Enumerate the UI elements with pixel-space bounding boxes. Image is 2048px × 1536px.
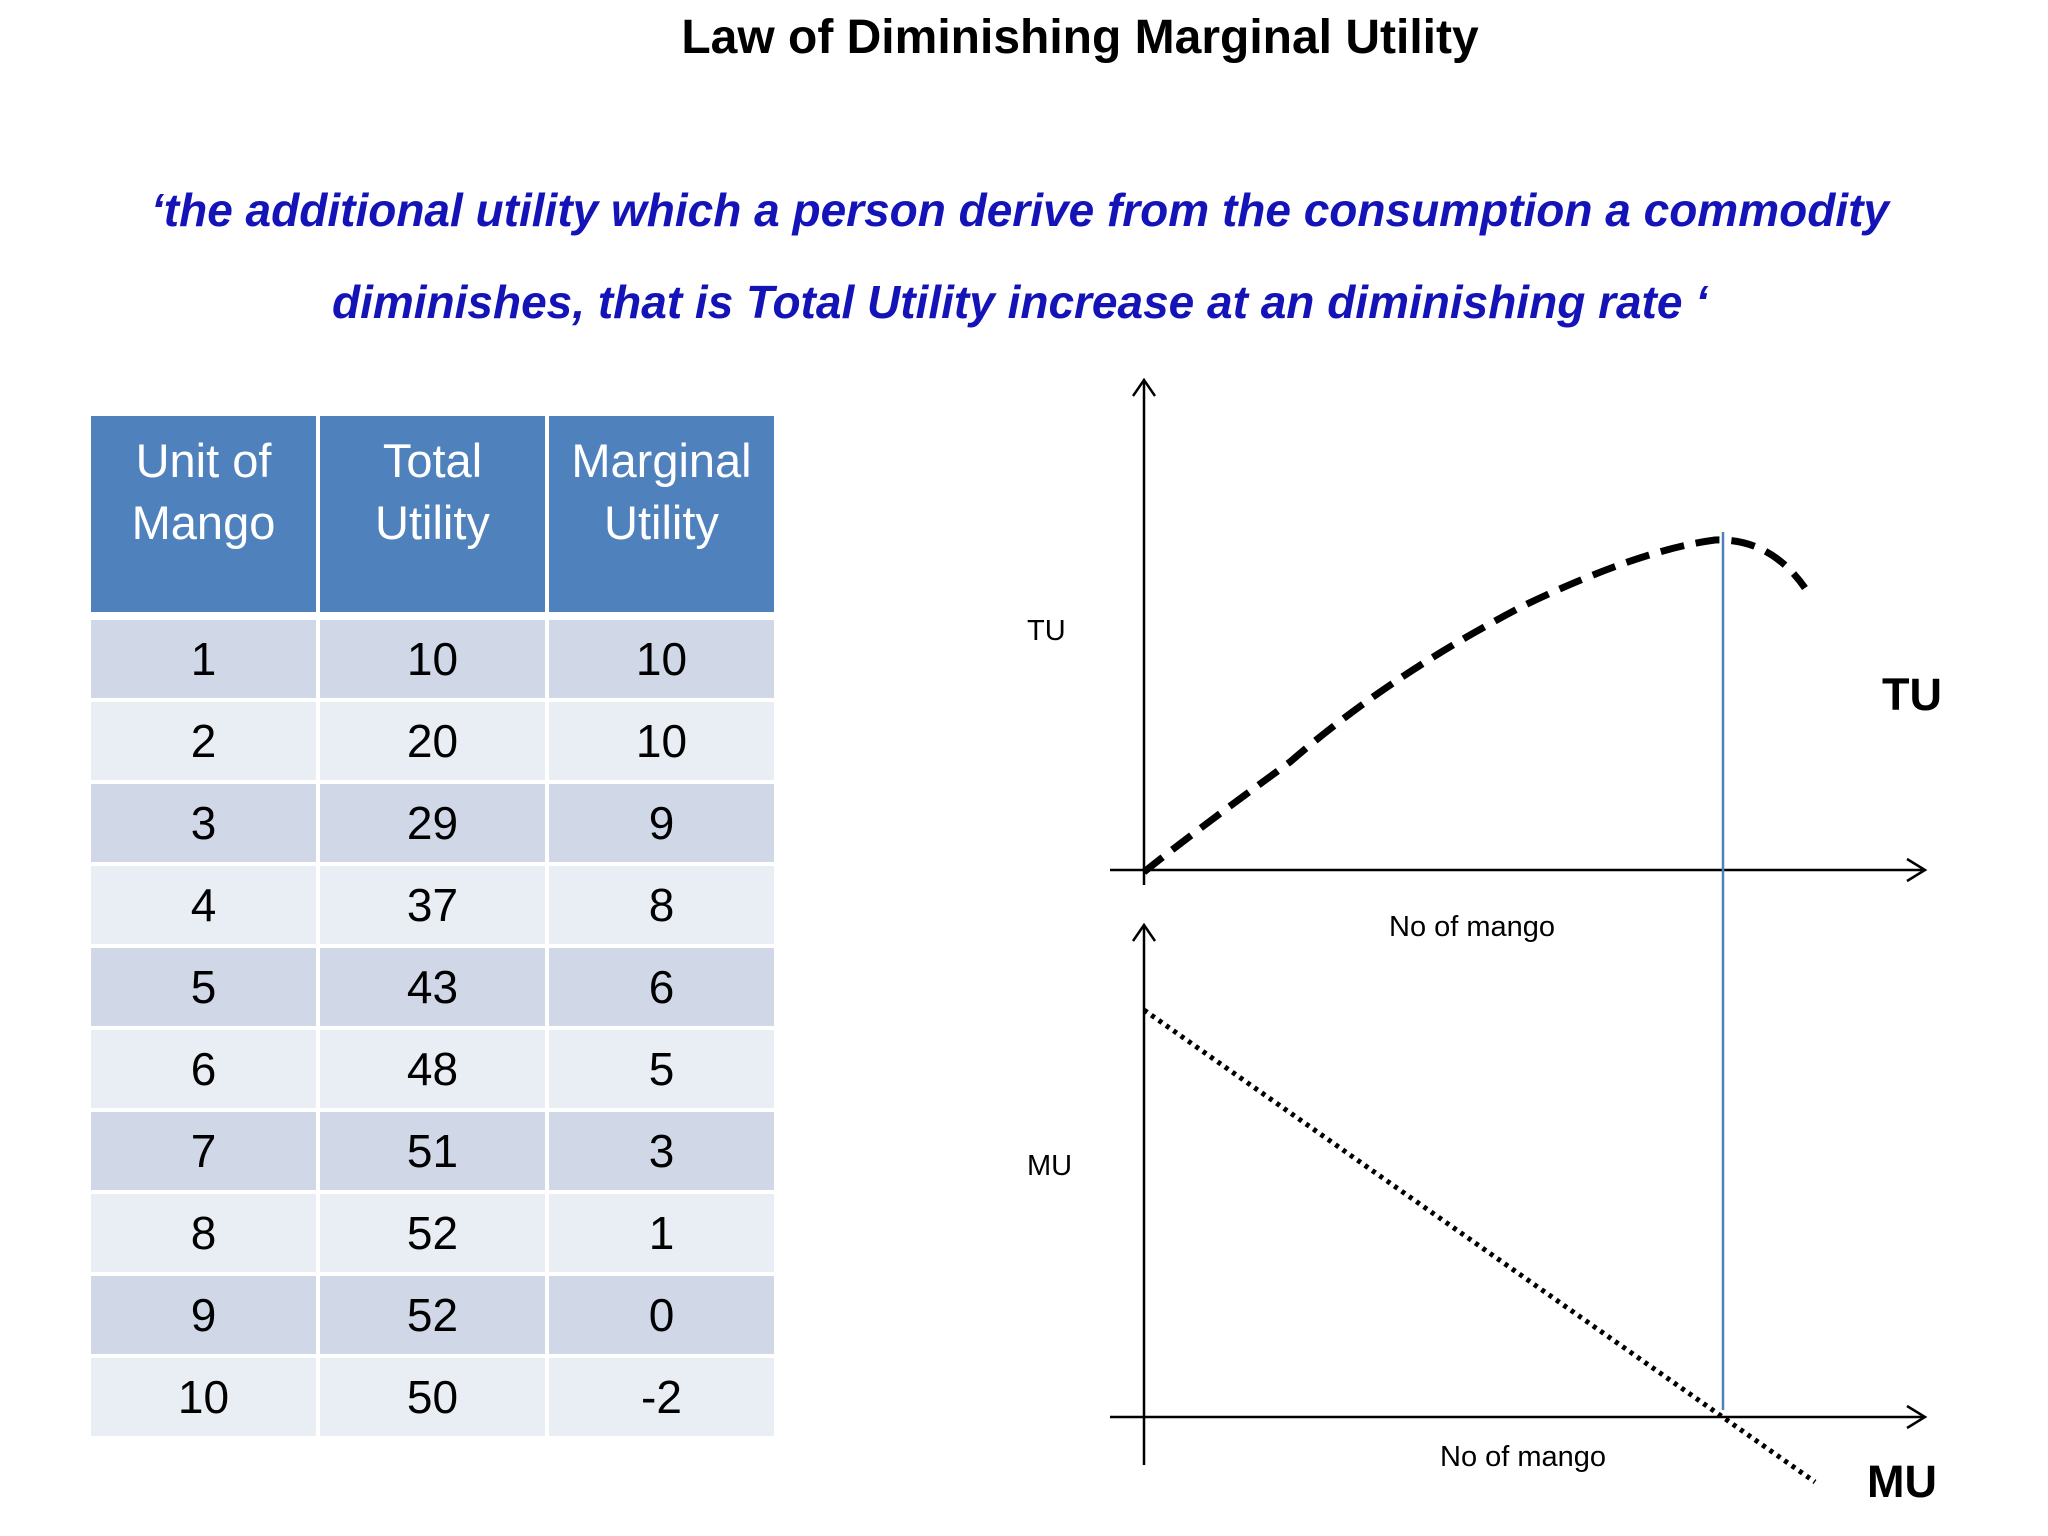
table-body: 1 10 10 2 20 10 3 29 9 4 37 8 5 43 6 6 48 5 7 51 3 8 52 1 9 52 0 10… [87,612,778,1440]
header-line: Total [382,434,483,487]
total-utility-cell: 29 [316,780,549,866]
total-utility-header: Total Utility [316,412,549,618]
mu-y-axis-arrow [1131,922,1157,942]
marginal-utility-cell: 9 [545,780,778,866]
unit-cell: 3 [87,780,320,866]
marginal-utility-header: Marginal Utility [545,412,778,618]
table-row: 10 50 -2 [87,1354,778,1440]
marginal-utility-cell: 6 [545,944,778,1030]
tu-curve-label: TU [1882,669,1942,720]
unit-cell: 7 [87,1108,320,1194]
header-line: Mango [131,496,276,549]
unit-cell: 5 [87,944,320,1030]
unit-cell: 9 [87,1272,320,1358]
tu-y-axis-arrow [1131,377,1157,397]
total-utility-cell: 10 [316,612,549,702]
header-line: Marginal [571,434,752,487]
table-row: 8 52 1 [87,1190,778,1276]
marginal-utility-cell: 8 [545,862,778,948]
mu-curve-label: MU [1867,1456,1937,1507]
total-utility-cell: 43 [316,944,549,1030]
total-utility-cell: 37 [316,862,549,948]
marginal-utility-cell: 10 [545,612,778,702]
total-utility-cell: 50 [316,1354,549,1440]
table-row: 6 48 5 [87,1026,778,1112]
unit-cell: 1 [87,612,320,702]
unit-cell: 6 [87,1026,320,1112]
total-utility-cell: 48 [316,1026,549,1112]
marginal-utility-cell: 0 [545,1272,778,1358]
mu-x-axis-label: No of mango [1440,1441,1606,1473]
total-utility-cell: 51 [316,1108,549,1194]
header-line: Utility [375,496,490,549]
table-row: 2 20 10 [87,698,778,784]
total-utility-cell: 52 [316,1272,549,1358]
tu-axis-label: TU [1027,615,1066,647]
marginal-utility-cell: 1 [545,1190,778,1276]
table-row: 1 10 10 [87,612,778,702]
mu-axis-label: MU [1027,1150,1072,1182]
table-row: 5 43 6 [87,944,778,1030]
table-row: 4 37 8 [87,862,778,948]
total-utility-cell: 20 [316,698,549,784]
tu-x-axis-arrow [1906,857,1928,883]
table-row: 9 52 0 [87,1272,778,1358]
tu-curve [1141,536,1808,875]
unit-cell: 10 [87,1354,320,1440]
unit-cell: 4 [87,862,320,948]
slide-title: Law of Diminishing Marginal Utility [681,11,1479,64]
marginal-utility-cell: 5 [545,1026,778,1112]
table-row: 3 29 9 [87,780,778,866]
marginal-utility-cell: 3 [545,1108,778,1194]
unit-cell: 8 [87,1190,320,1276]
unit-of-mango-header: Unit of Mango [87,412,320,618]
header-line: Utility [604,496,719,549]
mu-curve [1142,1007,1817,1485]
definition-line-2: diminishes, that is Total Utility increa… [331,276,1709,328]
table-row: 7 51 3 [87,1108,778,1194]
unit-cell: 2 [87,698,320,784]
mu-x-axis-arrow [1906,1404,1928,1430]
tu-x-axis-label: No of mango [1389,911,1555,943]
marginal-utility-cell: -2 [545,1354,778,1440]
marginal-utility-cell: 10 [545,698,778,784]
total-utility-cell: 52 [316,1190,549,1276]
utility-table: Unit of Mango Total Utility Marginal Utility … [87,412,778,1440]
table-header: Unit of Mango Total Utility Marginal Utility [87,412,778,618]
header-line: Unit of [135,434,272,487]
utility-curves-diagram: TU MU No of mango No of mango TU MU [1027,377,1942,1507]
definition-text: ‘the additional utility which a person d… [120,164,1920,348]
definition-line-1: ‘the additional utility which a person d… [151,184,1889,236]
